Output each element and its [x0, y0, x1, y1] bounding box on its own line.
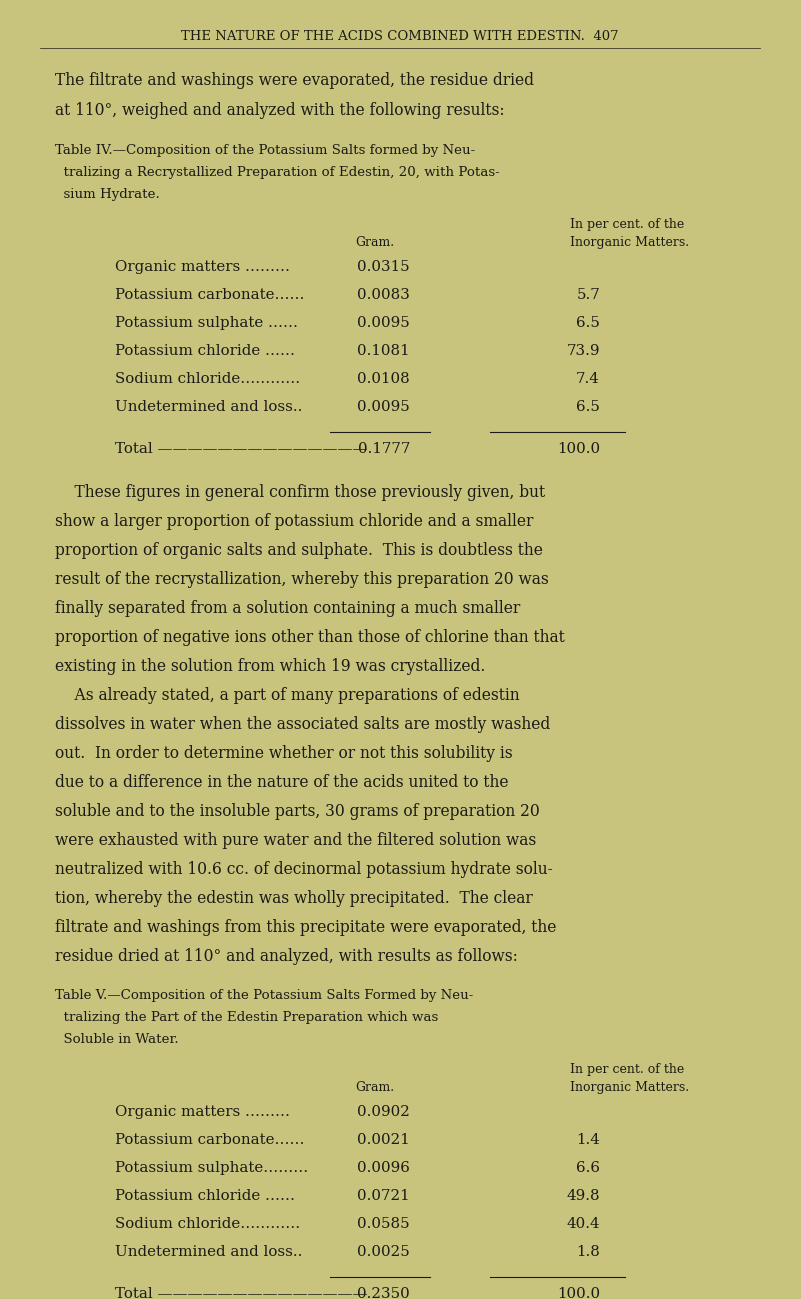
Text: 0.1081: 0.1081	[357, 344, 410, 359]
Text: 1.8: 1.8	[576, 1244, 600, 1259]
Text: due to a difference in the nature of the acids united to the: due to a difference in the nature of the…	[55, 774, 509, 791]
Text: 0.0585: 0.0585	[357, 1217, 410, 1231]
Text: Inorganic Matters.: Inorganic Matters.	[570, 1081, 689, 1094]
Text: Undetermined and loss..: Undetermined and loss..	[115, 400, 302, 414]
Text: 0.0108: 0.0108	[357, 372, 410, 386]
Text: at 110°, weighed and analyzed with the following results:: at 110°, weighed and analyzed with the f…	[55, 103, 505, 120]
Text: 1.4: 1.4	[576, 1133, 600, 1147]
Text: out.  In order to determine whether or not this solubility is: out. In order to determine whether or no…	[55, 746, 513, 763]
Text: 0.0902: 0.0902	[357, 1105, 410, 1118]
Text: 6.5: 6.5	[576, 316, 600, 330]
Text: Table IV.—Composition of the Potassium Salts formed by Neu-: Table IV.—Composition of the Potassium S…	[55, 144, 475, 157]
Text: Potassium carbonate……: Potassium carbonate……	[115, 1133, 304, 1147]
Text: Table V.—Composition of the Potassium Salts Formed by Neu-: Table V.—Composition of the Potassium Sa…	[55, 989, 473, 1002]
Text: Potassium sulphate ……: Potassium sulphate ……	[115, 316, 298, 330]
Text: Inorganic Matters.: Inorganic Matters.	[570, 236, 689, 249]
Text: 0.0721: 0.0721	[357, 1189, 410, 1203]
Text: 0.0095: 0.0095	[357, 316, 410, 330]
Text: Total ——————————————: Total ——————————————	[115, 1287, 368, 1299]
Text: 6.5: 6.5	[576, 400, 600, 414]
Text: 0.1777: 0.1777	[357, 442, 410, 456]
Text: As already stated, a part of many preparations of edestin: As already stated, a part of many prepar…	[55, 687, 520, 704]
Text: Sodium chloride…………: Sodium chloride…………	[115, 1217, 300, 1231]
Text: Total ——————————————: Total ——————————————	[115, 442, 368, 456]
Text: Gram.: Gram.	[356, 236, 395, 249]
Text: 40.4: 40.4	[566, 1217, 600, 1231]
Text: Sodium chloride…………: Sodium chloride…………	[115, 372, 300, 386]
Text: 6.6: 6.6	[576, 1161, 600, 1176]
Text: result of the recrystallization, whereby this preparation 20 was: result of the recrystallization, whereby…	[55, 572, 549, 588]
Text: tralizing the Part of the Edestin Preparation which was: tralizing the Part of the Edestin Prepar…	[55, 1011, 438, 1024]
Text: filtrate and washings from this precipitate were evaporated, the: filtrate and washings from this precipit…	[55, 918, 557, 937]
Text: 7.4: 7.4	[576, 372, 600, 386]
Text: show a larger proportion of potassium chloride and a smaller: show a larger proportion of potassium ch…	[55, 513, 533, 530]
Text: tion, whereby the edestin was wholly precipitated.  The clear: tion, whereby the edestin was wholly pre…	[55, 890, 533, 907]
Text: neutralized with 10.6 cc. of decinormal potassium hydrate solu-: neutralized with 10.6 cc. of decinormal …	[55, 861, 553, 878]
Text: Gram.: Gram.	[356, 1081, 395, 1094]
Text: 0.0095: 0.0095	[357, 400, 410, 414]
Text: In per cent. of the: In per cent. of the	[570, 218, 684, 231]
Text: 0.0315: 0.0315	[357, 260, 410, 274]
Text: In per cent. of the: In per cent. of the	[570, 1063, 684, 1076]
Text: 0.2350: 0.2350	[357, 1287, 410, 1299]
Text: Potassium chloride ……: Potassium chloride ……	[115, 1189, 295, 1203]
Text: finally separated from a solution containing a much smaller: finally separated from a solution contai…	[55, 600, 521, 617]
Text: Soluble in Water.: Soluble in Water.	[55, 1033, 179, 1046]
Text: 0.0083: 0.0083	[357, 288, 410, 301]
Text: 0.0096: 0.0096	[357, 1161, 410, 1176]
Text: sium Hydrate.: sium Hydrate.	[55, 188, 159, 201]
Text: Potassium chloride ……: Potassium chloride ……	[115, 344, 295, 359]
Text: These figures in general confirm those previously given, but: These figures in general confirm those p…	[55, 485, 545, 501]
Text: dissolves in water when the associated salts are mostly washed: dissolves in water when the associated s…	[55, 716, 550, 733]
Text: proportion of organic salts and sulphate.  This is doubtless the: proportion of organic salts and sulphate…	[55, 542, 543, 559]
Text: proportion of negative ions other than those of chlorine than that: proportion of negative ions other than t…	[55, 629, 565, 646]
Text: The filtrate and washings were evaporated, the residue dried: The filtrate and washings were evaporate…	[55, 71, 534, 90]
Text: tralizing a Recrystallized Preparation of Edestin, 20, with Potas-: tralizing a Recrystallized Preparation o…	[55, 166, 500, 179]
Text: 100.0: 100.0	[557, 1287, 600, 1299]
Text: Organic matters ………: Organic matters ………	[115, 1105, 290, 1118]
Text: THE NATURE OF THE ACIDS COMBINED WITH EDESTIN.  407: THE NATURE OF THE ACIDS COMBINED WITH ED…	[181, 30, 619, 43]
Text: 5.7: 5.7	[576, 288, 600, 301]
Text: existing in the solution from which 19 was crystallized.: existing in the solution from which 19 w…	[55, 659, 485, 675]
Text: Potassium sulphate………: Potassium sulphate………	[115, 1161, 308, 1176]
Text: residue dried at 110° and analyzed, with results as follows:: residue dried at 110° and analyzed, with…	[55, 948, 518, 965]
Text: Undetermined and loss..: Undetermined and loss..	[115, 1244, 302, 1259]
Text: soluble and to the insoluble parts, 30 grams of preparation 20: soluble and to the insoluble parts, 30 g…	[55, 803, 540, 820]
Text: were exhausted with pure water and the filtered solution was: were exhausted with pure water and the f…	[55, 831, 536, 850]
Text: 73.9: 73.9	[566, 344, 600, 359]
Text: 0.0021: 0.0021	[357, 1133, 410, 1147]
Text: 0.0025: 0.0025	[357, 1244, 410, 1259]
Text: Organic matters ………: Organic matters ………	[115, 260, 290, 274]
Text: 49.8: 49.8	[566, 1189, 600, 1203]
Text: Potassium carbonate……: Potassium carbonate……	[115, 288, 304, 301]
Text: 100.0: 100.0	[557, 442, 600, 456]
